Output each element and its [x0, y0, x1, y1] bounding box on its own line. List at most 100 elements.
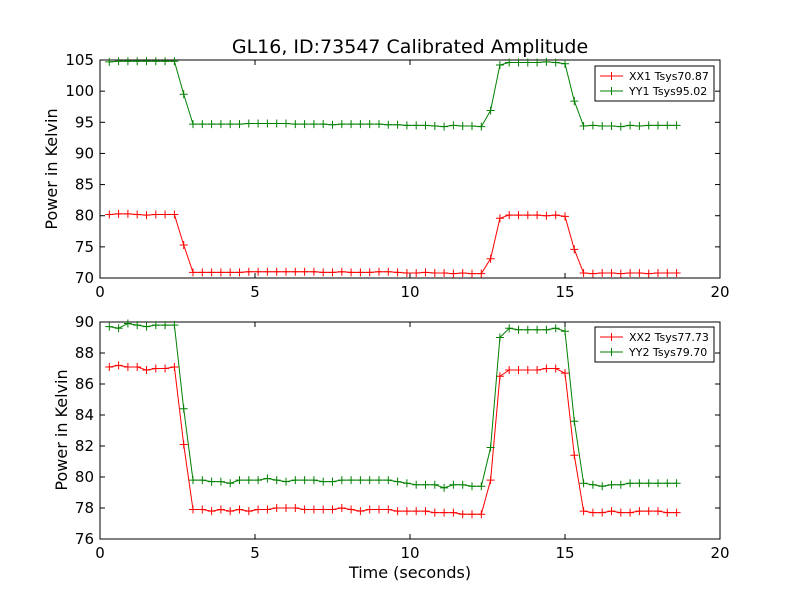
- data-point: [672, 269, 681, 278]
- data-point: [282, 504, 290, 512]
- data-point: [123, 57, 132, 66]
- data-point: [505, 58, 514, 67]
- data-point: [551, 364, 560, 373]
- data-point: [170, 362, 179, 371]
- legend-marker: [607, 348, 616, 356]
- data-point: [133, 57, 142, 66]
- data-point: [105, 322, 114, 331]
- data-point: [319, 477, 328, 486]
- data-point: [337, 267, 346, 276]
- data-point: [272, 119, 281, 128]
- data-point: [365, 120, 374, 129]
- data-point: [412, 121, 421, 130]
- data-point: [598, 269, 607, 278]
- data-point: [393, 268, 402, 277]
- data-point: [309, 120, 318, 129]
- data-point: [514, 366, 523, 375]
- data-point: [375, 267, 383, 276]
- data-point: [328, 477, 337, 486]
- data-point: [468, 510, 476, 519]
- data-point: [123, 209, 132, 218]
- data-point: [561, 212, 569, 221]
- data-point: [151, 321, 160, 330]
- data-point: [551, 324, 560, 333]
- data-point: [198, 476, 207, 485]
- data-point: [170, 321, 179, 330]
- data-point: [588, 269, 597, 278]
- data-point: [672, 508, 681, 517]
- data-point: [607, 507, 616, 516]
- data-point: [644, 121, 653, 130]
- data-point: [495, 333, 504, 342]
- data-point: [226, 120, 235, 129]
- data-point: [626, 269, 635, 278]
- data-point: [430, 122, 439, 131]
- data-point: [375, 120, 383, 129]
- y-tick-label: 82: [75, 437, 94, 455]
- data-point: [142, 57, 151, 66]
- data-point: [505, 211, 514, 220]
- data-point: [402, 121, 411, 130]
- data-point: [356, 120, 365, 129]
- y-tick-label: 80: [75, 207, 94, 225]
- data-point: [412, 269, 421, 278]
- data-point: [533, 366, 542, 375]
- data-point: [468, 482, 476, 491]
- data-point: [189, 120, 197, 129]
- data-point: [588, 121, 597, 130]
- data-point: [151, 364, 160, 373]
- data-point: [486, 254, 495, 263]
- data-point: [616, 508, 625, 517]
- data-point: [523, 211, 532, 220]
- data-point: [291, 267, 300, 276]
- data-point: [607, 269, 616, 278]
- data-point: [235, 120, 244, 129]
- legend-marker: [607, 87, 616, 95]
- data-point: [654, 507, 662, 516]
- y-tick-label: 86: [75, 375, 94, 393]
- data-point: [393, 477, 402, 486]
- legend-label: YY1 Tsys95.02: [628, 85, 707, 98]
- data-point: [337, 120, 346, 129]
- data-point: [561, 327, 569, 336]
- data-point: [142, 211, 151, 220]
- data-point: [495, 60, 504, 69]
- data-point: [588, 508, 597, 517]
- data-point: [170, 57, 179, 66]
- data-point: [254, 505, 263, 514]
- data-point: [161, 57, 170, 66]
- data-point: [291, 120, 300, 129]
- top-panel: 0 5 10 15 20 70 75 80 85 90 95 100 105 XX1 Tsys70.87 Y…: [65, 51, 729, 301]
- data-point: [300, 267, 309, 276]
- data-point: [402, 507, 411, 516]
- data-point: [216, 120, 225, 129]
- legend-box: [594, 65, 715, 102]
- data-point: [616, 269, 625, 278]
- data-point: [207, 477, 216, 486]
- data-point: [282, 477, 290, 486]
- data-point: [402, 479, 411, 488]
- data-point: [449, 508, 458, 517]
- data-point: [495, 214, 504, 223]
- data-point: [421, 268, 430, 277]
- data-point: [542, 364, 551, 373]
- data-point: [300, 505, 309, 514]
- data-point: [226, 479, 235, 488]
- legend-box: [594, 326, 715, 363]
- data-point: [551, 58, 560, 67]
- data-point: [402, 269, 411, 278]
- data-point: [161, 321, 170, 330]
- y-tick-label: 84: [75, 406, 94, 424]
- y-tick-label: 100: [65, 82, 94, 100]
- data-point: [347, 268, 356, 277]
- y-tick-label: 88: [75, 344, 94, 362]
- data-point: [412, 480, 421, 489]
- x-tick-label: 5: [250, 283, 260, 301]
- data-point: [449, 480, 458, 489]
- x-tick-label: 5: [250, 544, 260, 562]
- data-point: [244, 507, 253, 516]
- data-point: [319, 120, 328, 129]
- data-point: [486, 106, 495, 115]
- data-point: [337, 504, 346, 512]
